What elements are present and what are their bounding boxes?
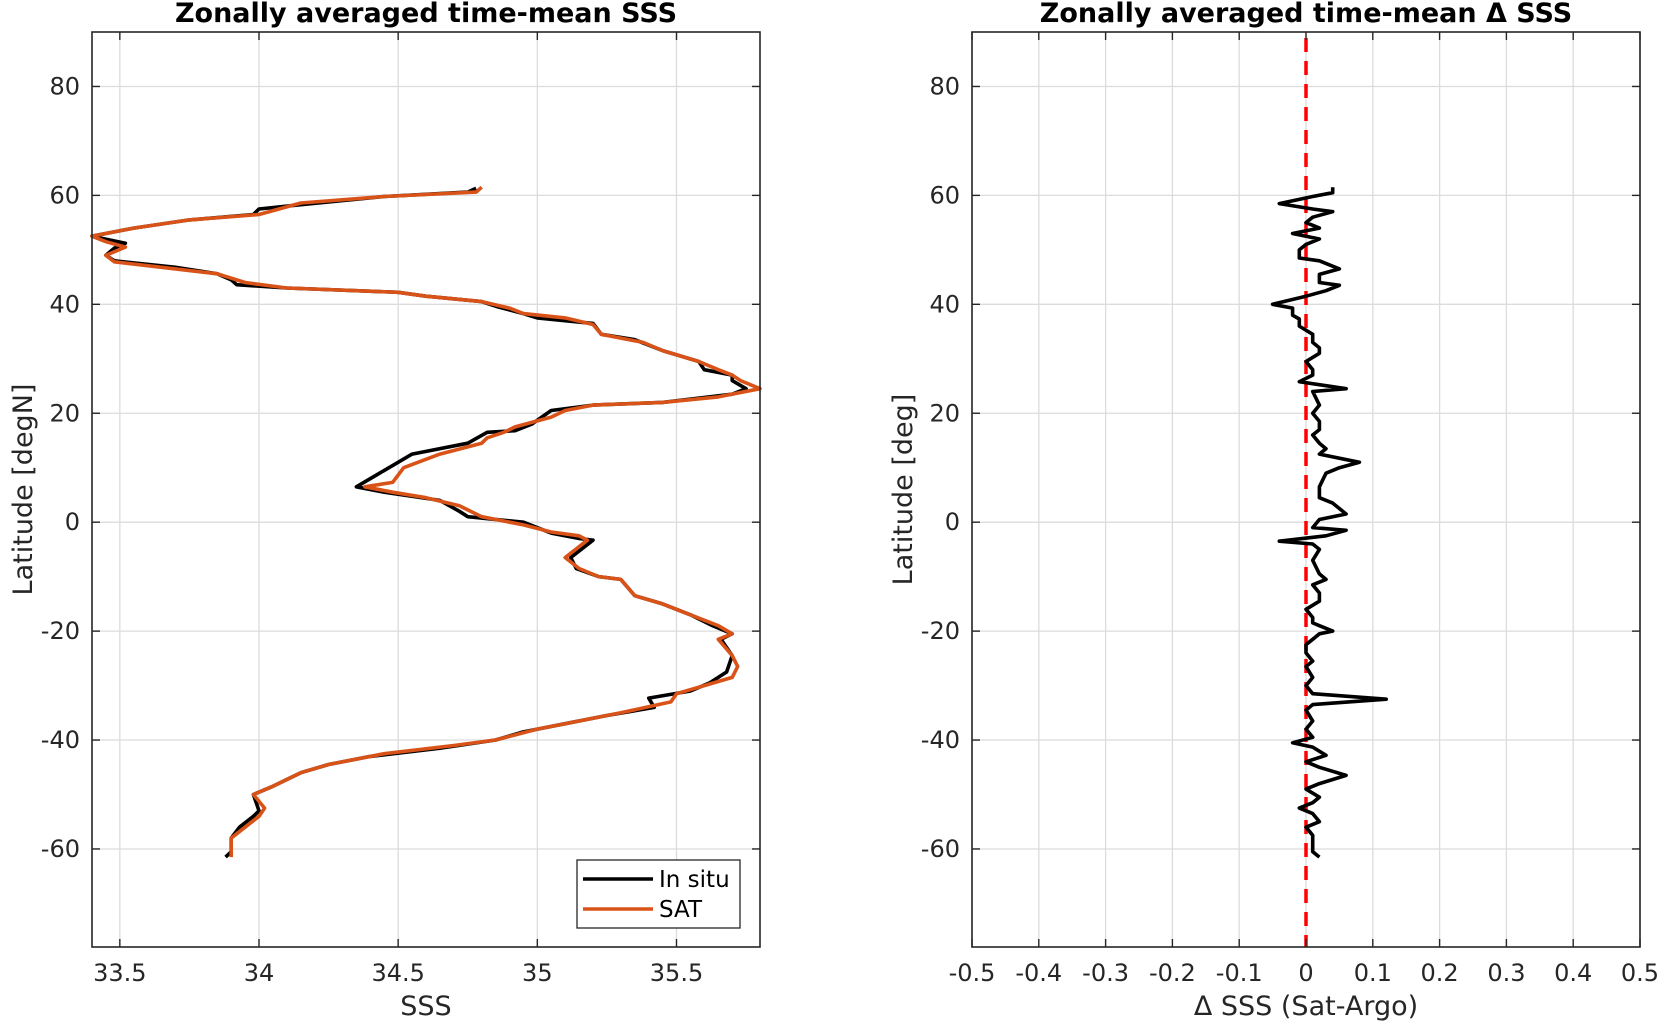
x-tick-label: 0.2	[1421, 959, 1459, 987]
left-y-ticks: 80 60 40 20 0 -20 -40 -60	[41, 72, 760, 863]
right-y-ticks: 80 60 40 20 0 -20 -40 -60	[921, 72, 1640, 863]
right-series-line-0	[1270, 187, 1388, 859]
left-x-axis-label: SSS	[400, 991, 451, 1022]
x-tick-label: 35.5	[650, 959, 703, 987]
left-x-ticks: 33.5 34 34.5 35 35.5	[93, 32, 703, 987]
y-tick-label: 40	[49, 290, 80, 318]
y-tick-label: 40	[929, 290, 960, 318]
y-tick-label: 60	[49, 181, 80, 209]
x-tick-label: 34	[244, 959, 275, 987]
y-tick-label: 20	[49, 399, 80, 427]
y-tick-label: 60	[929, 181, 960, 209]
left-series-lines	[90, 185, 762, 859]
legend-label-sat: SAT	[659, 897, 703, 923]
x-tick-label: 0.3	[1487, 959, 1525, 987]
left-series-line-sat	[90, 185, 762, 858]
x-tick-label: 0.1	[1354, 959, 1392, 987]
left-y-axis-label: Latitude [degN]	[8, 384, 39, 596]
y-tick-label: 80	[49, 72, 80, 100]
right-y-axis-label: Latitude [deg]	[888, 394, 919, 586]
left-axes-frame	[91, 31, 761, 948]
y-tick-label: -40	[41, 726, 80, 754]
x-tick-label: 33.5	[93, 959, 146, 987]
x-tick-label: -0.4	[1015, 959, 1062, 987]
x-tick-label: -0.1	[1216, 959, 1263, 987]
x-tick-label: 0.5	[1621, 959, 1659, 987]
right-x-ticks: -0.5 -0.4 -0.3 -0.2 -0.1 0 0.1 0.2 0.3 0.4 0.5	[949, 32, 1659, 987]
left-chart-title: Zonally averaged time-mean SSS	[175, 0, 677, 29]
sss-profile-chart: 33.5 34 34.5 35 35.5 80 60 40 20 0 -20 -40 -60 Zona…	[8, 0, 762, 1022]
y-tick-label: 0	[65, 508, 80, 536]
delta-sss-chart: -0.5 -0.4 -0.3 -0.2 -0.1 0 0.1 0.2 0.3 0.4 0.5 80 6…	[888, 0, 1659, 1022]
y-tick-label: -40	[921, 726, 960, 754]
legend-label-in-situ: In situ	[659, 867, 730, 893]
left-gridlines	[92, 32, 760, 947]
x-tick-label: -0.2	[1149, 959, 1196, 987]
y-tick-label: -60	[41, 835, 80, 863]
y-tick-label: -20	[41, 617, 80, 645]
x-tick-label: -0.5	[949, 959, 996, 987]
x-tick-label: 0.4	[1554, 959, 1592, 987]
y-tick-label: 20	[929, 399, 960, 427]
right-x-axis-label: Δ SSS (Sat-Argo)	[1194, 991, 1418, 1022]
x-tick-label: -0.3	[1082, 959, 1129, 987]
x-tick-label: 0	[1298, 959, 1313, 987]
legend: In situ SAT	[576, 859, 741, 929]
y-tick-label: -20	[921, 617, 960, 645]
y-tick-label: 80	[929, 72, 960, 100]
x-tick-label: 35	[522, 959, 553, 987]
x-tick-label: 34.5	[371, 959, 424, 987]
right-chart-title: Zonally averaged time-mean Δ SSS	[1040, 0, 1572, 29]
y-tick-label: 0	[945, 508, 960, 536]
right-series-lines	[1270, 187, 1388, 859]
legend-box	[576, 859, 741, 929]
y-tick-label: -60	[921, 835, 960, 863]
